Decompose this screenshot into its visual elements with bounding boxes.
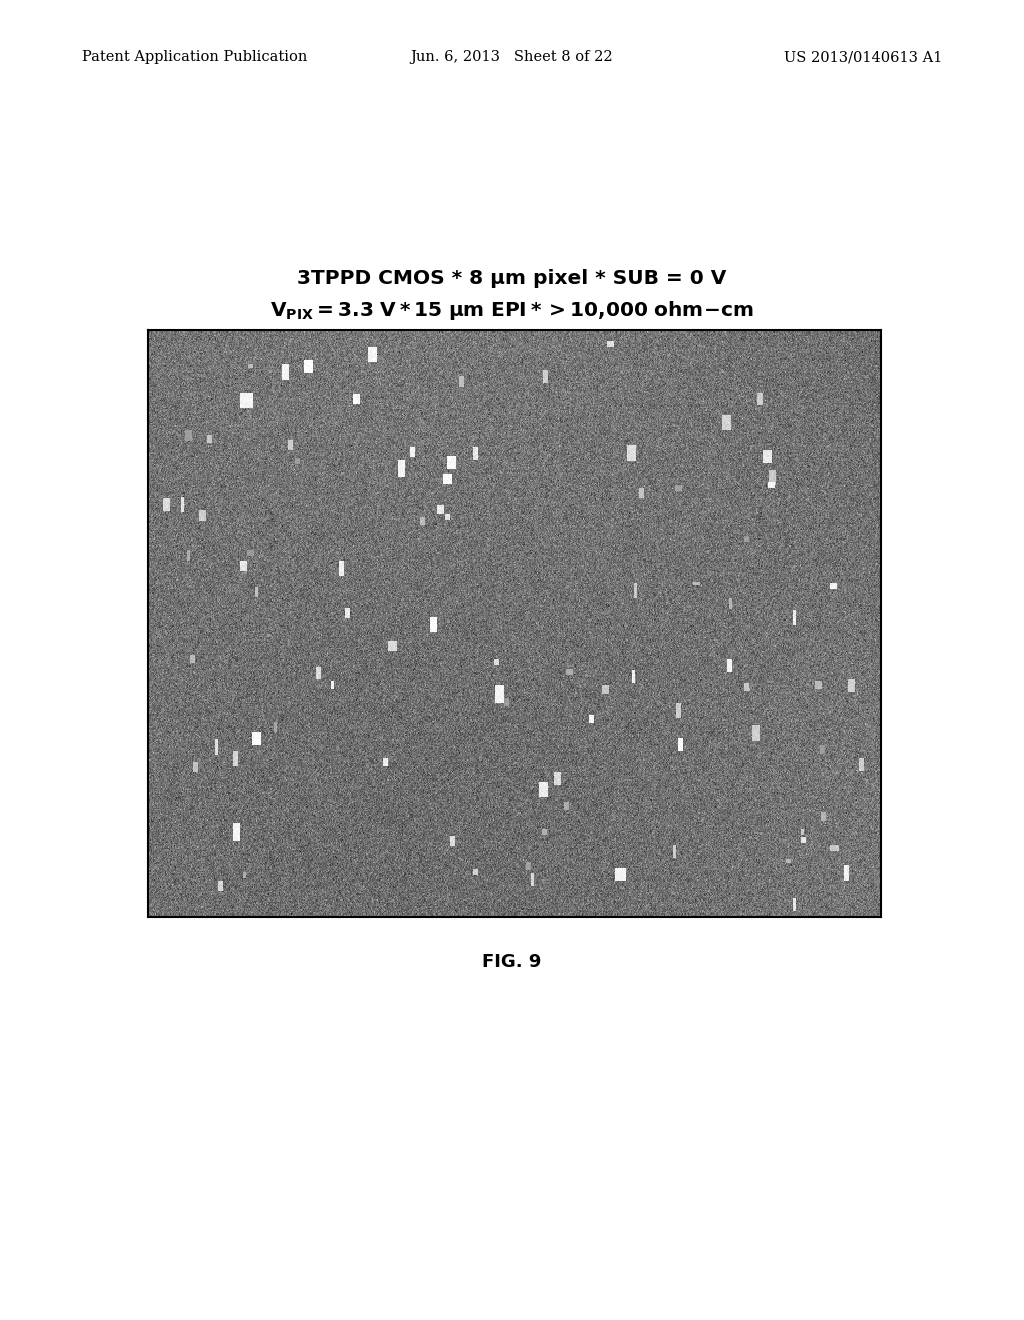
Text: Patent Application Publication: Patent Application Publication [82, 50, 307, 65]
Text: FIG. 9: FIG. 9 [482, 953, 542, 972]
Text: US 2013/0140613 A1: US 2013/0140613 A1 [783, 50, 942, 65]
Text: 3TPPD CMOS * 8 μm pixel * SUB = 0 V: 3TPPD CMOS * 8 μm pixel * SUB = 0 V [297, 269, 727, 288]
Text: Jun. 6, 2013   Sheet 8 of 22: Jun. 6, 2013 Sheet 8 of 22 [411, 50, 613, 65]
Text: $\mathbf{V}_{\mathbf{PIX}}$$\mathbf{= 3.3\ V * 15\ \mu m\ EPI * > 10{,}000\ ohm\: $\mathbf{V}_{\mathbf{PIX}}$$\mathbf{= 3.… [270, 300, 754, 322]
